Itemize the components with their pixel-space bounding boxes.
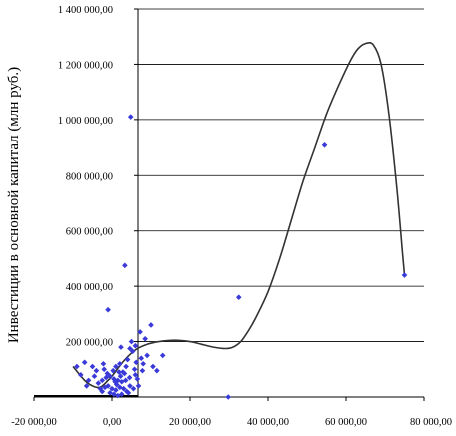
data-point — [109, 385, 115, 392]
data-point — [101, 366, 107, 373]
grid-lines — [138, 8, 424, 342]
y-tick-label: 400 000,00 — [66, 282, 113, 293]
data-point — [135, 383, 142, 389]
data-point — [91, 373, 98, 380]
data-point — [128, 338, 135, 345]
data-point — [139, 367, 146, 374]
data-point — [117, 384, 123, 391]
data-point — [85, 377, 92, 384]
y-tick-labels: 200 000,00 400 000,00 600 000,00 800 000,00… — [58, 5, 113, 349]
x-tick-labels: -20 000,00 0,00 20 000,00 40 000,00 60 000,0… — [11, 417, 452, 428]
data-point — [122, 377, 129, 384]
data-point — [126, 374, 133, 381]
y-tick-label: 200 000,00 — [66, 338, 113, 349]
data-point — [125, 390, 132, 396]
data-point — [138, 355, 145, 361]
y-axis-title: Инвестиции в основной капитал (млн руб.) — [6, 67, 22, 343]
data-point — [107, 373, 113, 380]
data-point — [112, 378, 118, 385]
data-point — [148, 322, 154, 328]
y-tick-label: 1 400 000,00 — [58, 5, 113, 16]
data-point — [120, 385, 127, 392]
x-tick-label: 60 000,00 — [325, 417, 367, 428]
data-point — [401, 272, 408, 278]
data-point — [103, 374, 109, 381]
data-point — [131, 366, 138, 373]
data-point — [113, 387, 119, 393]
data-point — [118, 391, 125, 398]
data-point — [122, 262, 128, 269]
data-point — [99, 377, 106, 384]
data-point — [132, 372, 139, 378]
y-tick-label: 1 000 000,00 — [58, 116, 113, 127]
trend-line — [72, 42, 406, 389]
data-point — [134, 376, 141, 382]
data-point — [117, 360, 123, 367]
data-point — [127, 383, 133, 389]
data-point — [81, 359, 88, 366]
data-point — [142, 336, 148, 342]
data-point — [130, 385, 137, 392]
data-point — [121, 370, 128, 377]
data-point — [235, 294, 242, 301]
data-point — [144, 352, 150, 359]
data-point — [113, 363, 119, 370]
data-point — [129, 348, 136, 355]
data-point — [118, 344, 124, 350]
data-point — [225, 394, 232, 400]
data-point — [116, 369, 122, 375]
data-point — [117, 373, 124, 380]
data-point — [74, 363, 80, 370]
trend-line-layer — [72, 42, 406, 389]
data-point — [137, 329, 143, 335]
data-point — [133, 359, 139, 366]
data-points — [74, 114, 408, 400]
data-point — [120, 369, 126, 375]
x-tick-label: 0,00 — [103, 417, 121, 428]
y-tick-label: 600 000,00 — [66, 227, 113, 238]
data-point — [97, 385, 104, 392]
x-tick-label: 40 000,00 — [247, 417, 289, 428]
x-tick-label: 80 000,00 — [410, 417, 452, 428]
data-point — [95, 380, 102, 386]
data-point — [159, 352, 166, 359]
y-tick-label: 1 200 000,00 — [58, 60, 113, 71]
data-point — [100, 360, 107, 367]
data-point — [93, 367, 100, 374]
data-point — [123, 363, 129, 370]
x-tick-label: 20 000,00 — [169, 417, 211, 428]
data-point — [132, 342, 139, 349]
data-point — [124, 388, 130, 395]
data-point — [124, 356, 131, 363]
data-point — [102, 384, 108, 391]
data-point — [105, 383, 111, 389]
data-point — [127, 114, 134, 120]
y-tick-label: 800 000,00 — [66, 171, 113, 182]
data-point — [140, 360, 146, 367]
data-point — [83, 383, 90, 389]
data-point — [154, 367, 160, 374]
x-tick-label: -20 000,00 — [11, 417, 57, 428]
data-point — [321, 142, 328, 148]
data-point — [110, 367, 116, 374]
data-point — [105, 306, 111, 313]
data-point — [150, 363, 156, 370]
data-point — [99, 388, 106, 395]
data-point — [78, 372, 84, 378]
data-point — [89, 363, 96, 370]
